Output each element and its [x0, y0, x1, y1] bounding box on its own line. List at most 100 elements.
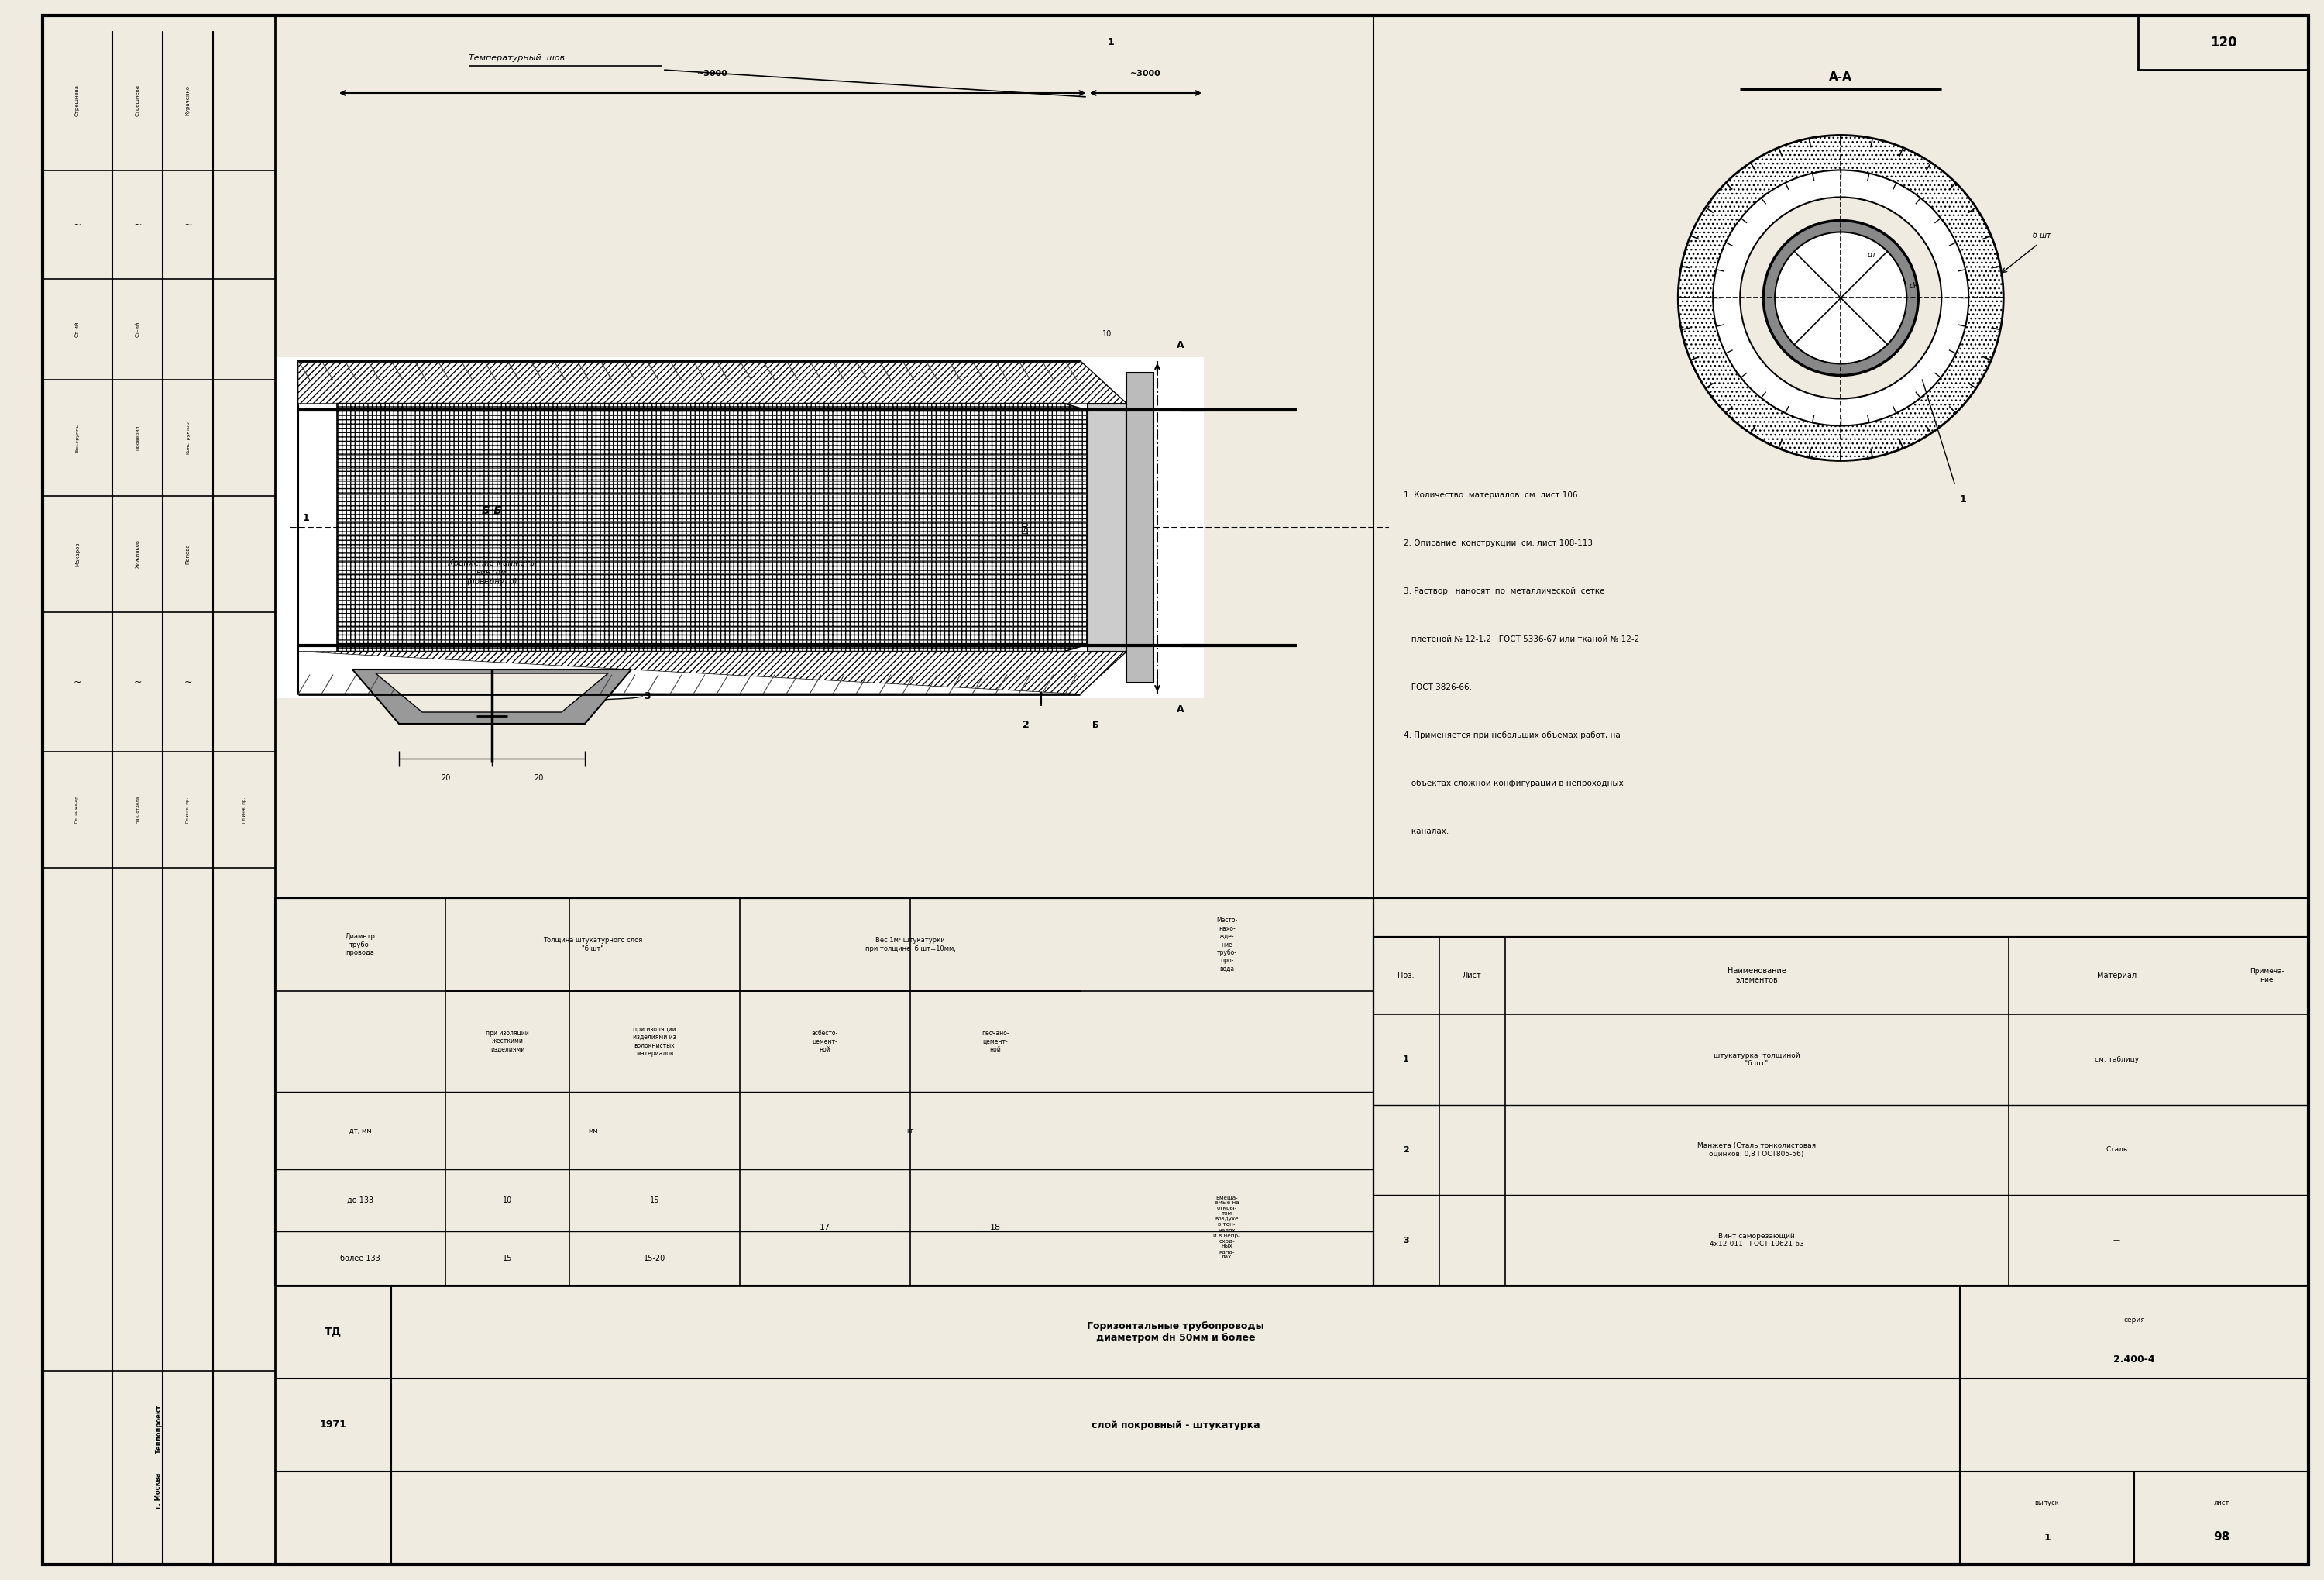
Text: слой покровный - штукатурка: слой покровный - штукатурка	[1092, 1420, 1260, 1430]
Text: 2. Описание  конструкции  см. лист 108-113: 2. Описание конструкции см. лист 108-113	[1404, 539, 1594, 547]
Text: песчано-
цемент-
ной: песчано- цемент- ной	[981, 1030, 1009, 1052]
Text: выпуск: выпуск	[2036, 1499, 2059, 1506]
Text: 2: 2	[1404, 1145, 1408, 1153]
Text: Крепление манжеты
винтом
(повернуто): Крепление манжеты винтом (повернуто)	[449, 559, 537, 586]
Text: Примеча-
ние: Примеча- ние	[2250, 969, 2284, 983]
Text: 1: 1	[1109, 38, 1113, 47]
Text: Ст-ий: Ст-ий	[74, 321, 79, 337]
Text: кг: кг	[906, 1127, 913, 1134]
Text: 1971: 1971	[321, 1420, 346, 1430]
Text: 10: 10	[1102, 330, 1111, 338]
Polygon shape	[376, 673, 609, 713]
Text: 15: 15	[651, 1196, 660, 1204]
Text: 1: 1	[1404, 1055, 1408, 1063]
Text: Вмеща-
емые на
откры-
том
воздухе
в тон-
нелях
и в непр-
оход-
ных
кана-
лах: Вмеща- емые на откры- том воздухе в тон-…	[1213, 1194, 1241, 1259]
Text: ~: ~	[132, 676, 142, 687]
Text: 15-20: 15-20	[644, 1255, 665, 1262]
Text: Б: Б	[1092, 720, 1099, 728]
Text: дт, мм: дт, мм	[349, 1127, 372, 1134]
Text: 1: 1	[302, 514, 309, 523]
Text: Гл. инже-ер: Гл. инже-ер	[74, 796, 79, 823]
Text: Макаров: Макаров	[74, 542, 79, 566]
Polygon shape	[337, 403, 1141, 651]
Text: 3. Раствор   наносят  по  металлической  сетке: 3. Раствор наносят по металлической сетк…	[1404, 588, 1606, 596]
Text: ГОСТ 3826-66.: ГОСТ 3826-66.	[1404, 684, 1473, 690]
Text: 1: 1	[1959, 495, 1966, 504]
Text: Температурный  шов: Температурный шов	[469, 54, 565, 62]
Text: Винт саморезающий
4х12-011   ГОСТ 10621-63: Винт саморезающий 4х12-011 ГОСТ 10621-63	[1710, 1232, 1803, 1248]
Text: Вяк.группы: Вяк.группы	[74, 423, 79, 452]
Text: каналах.: каналах.	[1404, 828, 1450, 836]
Text: Горизонтальные трубопроводы
диаметром dн 50мм и более: Горизонтальные трубопроводы диаметром dн…	[1088, 1321, 1264, 1343]
Text: Проверил: Проверил	[135, 425, 139, 450]
Text: 3: 3	[1404, 1237, 1408, 1243]
Text: Вес 1м² штукатурки
при толщине  б шт=10мм,: Вес 1м² штукатурки при толщине б шт=10мм…	[865, 937, 955, 953]
Text: лист: лист	[2212, 1499, 2229, 1506]
Circle shape	[1678, 136, 2003, 461]
Circle shape	[1741, 198, 1941, 398]
Text: Наименование
элементов: Наименование элементов	[1727, 967, 1785, 984]
Text: при изоляции
жесткими
изделиями: при изоляции жесткими изделиями	[486, 1030, 530, 1052]
Text: Б-Б: Б-Б	[481, 506, 502, 517]
Text: ~3000: ~3000	[697, 70, 727, 77]
Text: Ст-ий: Ст-ий	[135, 321, 139, 337]
Text: ~: ~	[74, 676, 81, 687]
Text: Гл.инж. пр.: Гл.инж. пр.	[242, 796, 246, 823]
Bar	[1127, 373, 1153, 683]
Text: 3: 3	[644, 692, 651, 702]
Text: более 133: более 133	[339, 1255, 381, 1262]
Text: см. таблицу: см. таблицу	[2094, 1055, 2138, 1063]
Text: Стрешнева: Стрешнева	[135, 85, 139, 117]
Text: Сталь: Сталь	[2106, 1147, 2129, 1153]
Text: 1: 1	[2043, 1533, 2050, 1542]
Polygon shape	[297, 360, 1127, 403]
Text: Место-
нахо-
жде-
ние
трубо-
про-
вода: Место- нахо- жде- ние трубо- про- вода	[1215, 916, 1236, 972]
Bar	[1373, 937, 2308, 1286]
Text: —: —	[2113, 1237, 2119, 1243]
Text: до 133: до 133	[346, 1196, 374, 1204]
Text: при изоляции
изделиями из
волокнистых
материалов: при изоляции изделиями из волокнистых ма…	[632, 1025, 676, 1057]
Text: 17: 17	[820, 1223, 830, 1231]
Polygon shape	[274, 357, 1204, 698]
Text: Материал: Материал	[2096, 972, 2136, 980]
Text: Толщина штукатурного слоя
"б шт": Толщина штукатурного слоя "б шт"	[544, 937, 641, 953]
Text: 1. Количество  материалов  см. лист 106: 1. Количество материалов см. лист 106	[1404, 491, 1578, 499]
Polygon shape	[297, 651, 1127, 694]
Text: б шт: б шт	[2033, 232, 2052, 240]
Text: объектах сложной конфигурации в непроходных: объектах сложной конфигурации в непроход…	[1404, 779, 1624, 787]
Text: ТД: ТД	[325, 1327, 342, 1337]
Text: 18: 18	[990, 1223, 1002, 1231]
Text: Попова: Попова	[186, 544, 191, 564]
Bar	[274, 897, 1373, 1286]
Text: 20: 20	[442, 774, 451, 782]
Text: штукатурка  толщиной
"б шт": штукатурка толщиной "б шт"	[1713, 1052, 1799, 1067]
Bar	[1088, 403, 1127, 651]
Text: 150: 150	[1023, 520, 1030, 534]
Text: 10: 10	[502, 1196, 511, 1204]
Text: Хижняков: Хижняков	[135, 540, 139, 569]
Text: А: А	[1176, 705, 1185, 714]
Text: Теплопроект: Теплопроект	[156, 1405, 163, 1454]
Text: 15: 15	[502, 1255, 511, 1262]
Text: плетеной № 12-1,2   ГОСТ 5336-67 или тканой № 12-2: плетеной № 12-1,2 ГОСТ 5336-67 или ткано…	[1404, 635, 1641, 643]
Text: Кураченко: Кураченко	[186, 85, 191, 115]
Text: Диаметр
трубо-
провода: Диаметр трубо- провода	[346, 934, 374, 956]
Text: А: А	[1176, 340, 1185, 351]
Text: ~: ~	[184, 220, 193, 229]
Circle shape	[1776, 232, 1906, 363]
Circle shape	[1713, 171, 1968, 425]
Text: Стрешнева: Стрешнева	[74, 85, 79, 117]
Text: 98: 98	[2212, 1531, 2229, 1544]
Text: Манжета (Сталь тонколистовая
оцинков. 0,8 ГОСТ805-56): Манжета (Сталь тонколистовая оцинков. 0,…	[1697, 1142, 1815, 1158]
Text: ~: ~	[184, 676, 193, 687]
Text: Нач. отдела: Нач. отдела	[135, 796, 139, 823]
Text: 2.400-4: 2.400-4	[2113, 1354, 2154, 1364]
Text: 4. Применяется при небольших объемах работ, на: 4. Применяется при небольших объемах раб…	[1404, 732, 1620, 739]
Bar	[2138, 16, 2308, 70]
Text: 120: 120	[2210, 36, 2236, 49]
Circle shape	[1764, 221, 1917, 376]
Text: 20: 20	[535, 774, 544, 782]
Text: dн: dн	[1910, 283, 1920, 291]
Text: мм: мм	[588, 1127, 597, 1134]
Text: серия: серия	[2124, 1316, 2145, 1324]
